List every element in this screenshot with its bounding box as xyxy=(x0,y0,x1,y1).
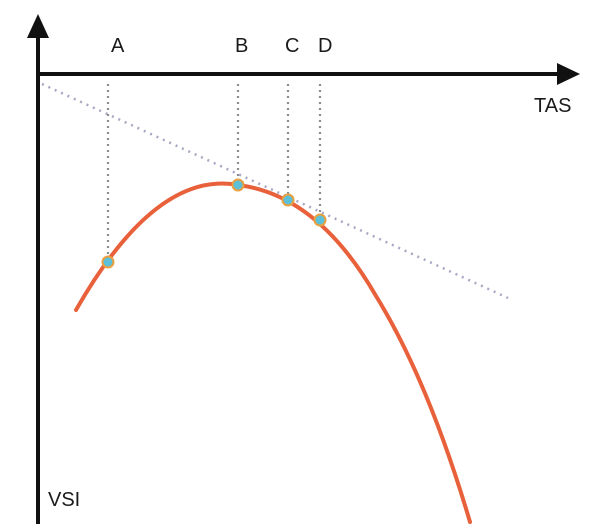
point-a xyxy=(101,255,115,269)
point-label-a: A xyxy=(111,35,125,57)
x-axis-label: TAS xyxy=(534,95,571,117)
y-axis-label: VSI xyxy=(48,489,80,511)
point-label-b: B xyxy=(235,35,248,57)
point-label-c: C xyxy=(285,35,299,57)
y-axis-arrow xyxy=(27,14,49,38)
polar-curve xyxy=(74,181,472,524)
point-label-d: D xyxy=(318,35,332,57)
x-axis-arrow xyxy=(557,63,580,85)
point-c xyxy=(281,193,295,207)
point-d xyxy=(313,213,327,227)
point-b xyxy=(231,178,245,192)
tangent-line xyxy=(41,82,509,300)
